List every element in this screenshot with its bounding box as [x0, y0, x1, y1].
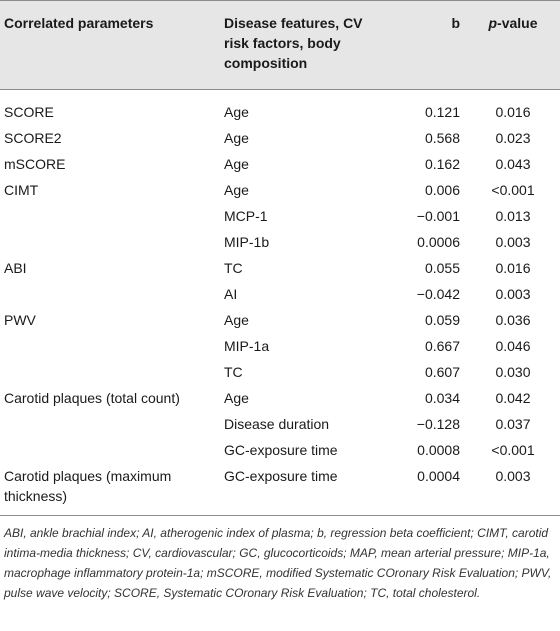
table-row: PWV Age 0.059 0.036	[0, 308, 560, 332]
cell-param: Carotid plaques (total count)	[4, 390, 180, 406]
cell-b: 0.055	[424, 260, 460, 276]
table-row: SCORE2 Age 0.568 0.023	[0, 126, 560, 150]
cell-param: SCORE	[4, 104, 54, 120]
cell-feature: Age	[224, 312, 249, 328]
cell-feature: GC-exposure time	[224, 468, 338, 484]
table-row: ABI TC 0.055 0.016	[0, 256, 560, 280]
cell-b: −0.128	[416, 416, 460, 432]
table-row: CIMT Age 0.006 <0.001	[0, 178, 560, 202]
table-row: Disease duration −0.128 0.037	[0, 412, 560, 436]
header-disease-features: Disease features, CV risk factors, body …	[224, 15, 363, 71]
header-correlated-parameters: Correlated parameters	[4, 15, 154, 31]
cell-p: 0.003	[495, 234, 531, 250]
table-row: MCP-1 −0.001 0.013	[0, 204, 560, 228]
header-p-rest: -value	[497, 15, 538, 31]
cell-p: 0.030	[495, 364, 531, 380]
cell-feature: TC	[224, 364, 243, 380]
cell-b: 0.0006	[417, 234, 460, 250]
cell-b: 0.121	[424, 104, 460, 120]
table-header: Correlated parameters Disease features, …	[0, 0, 560, 90]
table-row: MIP-1b 0.0006 0.003	[0, 230, 560, 254]
cell-p: 0.043	[495, 156, 531, 172]
cell-feature: MIP-1a	[224, 338, 270, 354]
table-row: TC 0.607 0.030	[0, 360, 560, 384]
cell-b: 0.034	[424, 390, 460, 406]
cell-b: 0.568	[424, 130, 460, 146]
cell-param: CIMT	[4, 182, 39, 198]
cell-p: 0.036	[495, 312, 531, 328]
header-b: b	[451, 15, 460, 31]
table-row: AI −0.042 0.003	[0, 282, 560, 306]
cell-feature: TC	[224, 260, 243, 276]
cell-feature: MCP-1	[224, 208, 268, 224]
table-bottom-rule	[0, 515, 560, 516]
cell-p: <0.001	[491, 442, 535, 458]
cell-param: ABI	[4, 260, 27, 276]
cell-b: 0.162	[424, 156, 460, 172]
cell-p: 0.037	[495, 416, 531, 432]
cell-b: −0.042	[416, 286, 460, 302]
table-row: GC-exposure time 0.0008 <0.001	[0, 438, 560, 462]
cell-feature: Disease duration	[224, 416, 330, 432]
cell-feature: Age	[224, 130, 249, 146]
table-row: MIP-1a 0.667 0.046	[0, 334, 560, 358]
table-row: Carotid plaques (maximum thickness) GC-e…	[0, 464, 560, 508]
table-row: mSCORE Age 0.162 0.043	[0, 152, 560, 176]
cell-feature: AI	[224, 286, 238, 302]
cell-feature: Age	[224, 390, 249, 406]
cell-p: 0.013	[495, 208, 531, 224]
cell-param: Carotid plaques (maximum thickness)	[4, 468, 172, 504]
cell-p: 0.016	[495, 260, 531, 276]
cell-p: 0.042	[495, 390, 531, 406]
cell-param: SCORE2	[4, 130, 62, 146]
cell-feature: MIP-1b	[224, 234, 270, 250]
cell-b: 0.0008	[417, 442, 460, 458]
cell-b: 0.607	[424, 364, 460, 380]
header-p-italic: p	[488, 15, 498, 31]
cell-feature: Age	[224, 182, 249, 198]
cell-feature: Age	[224, 156, 249, 172]
cell-param: mSCORE	[4, 156, 66, 172]
cell-p: 0.023	[495, 130, 531, 146]
cell-p: <0.001	[491, 182, 535, 198]
cell-b: 0.667	[424, 338, 460, 354]
cell-b: −0.001	[416, 208, 460, 224]
table-footnote: ABI, ankle brachial index; AI, atherogen…	[4, 526, 552, 600]
cell-p: 0.016	[495, 104, 531, 120]
header-p-value: p-value	[470, 13, 556, 33]
cell-feature: Age	[224, 104, 249, 120]
cell-b: 0.0004	[417, 468, 460, 484]
cell-b: 0.006	[424, 182, 460, 198]
cell-param: PWV	[4, 312, 36, 328]
cell-feature: GC-exposure time	[224, 442, 338, 458]
table-row: Carotid plaques (total count) Age 0.034 …	[0, 386, 560, 410]
cell-p: 0.003	[495, 286, 531, 302]
cell-b: 0.059	[424, 312, 460, 328]
cell-p: 0.003	[495, 468, 531, 484]
table-row: SCORE Age 0.121 0.016	[0, 100, 560, 124]
cell-p: 0.046	[495, 338, 531, 354]
